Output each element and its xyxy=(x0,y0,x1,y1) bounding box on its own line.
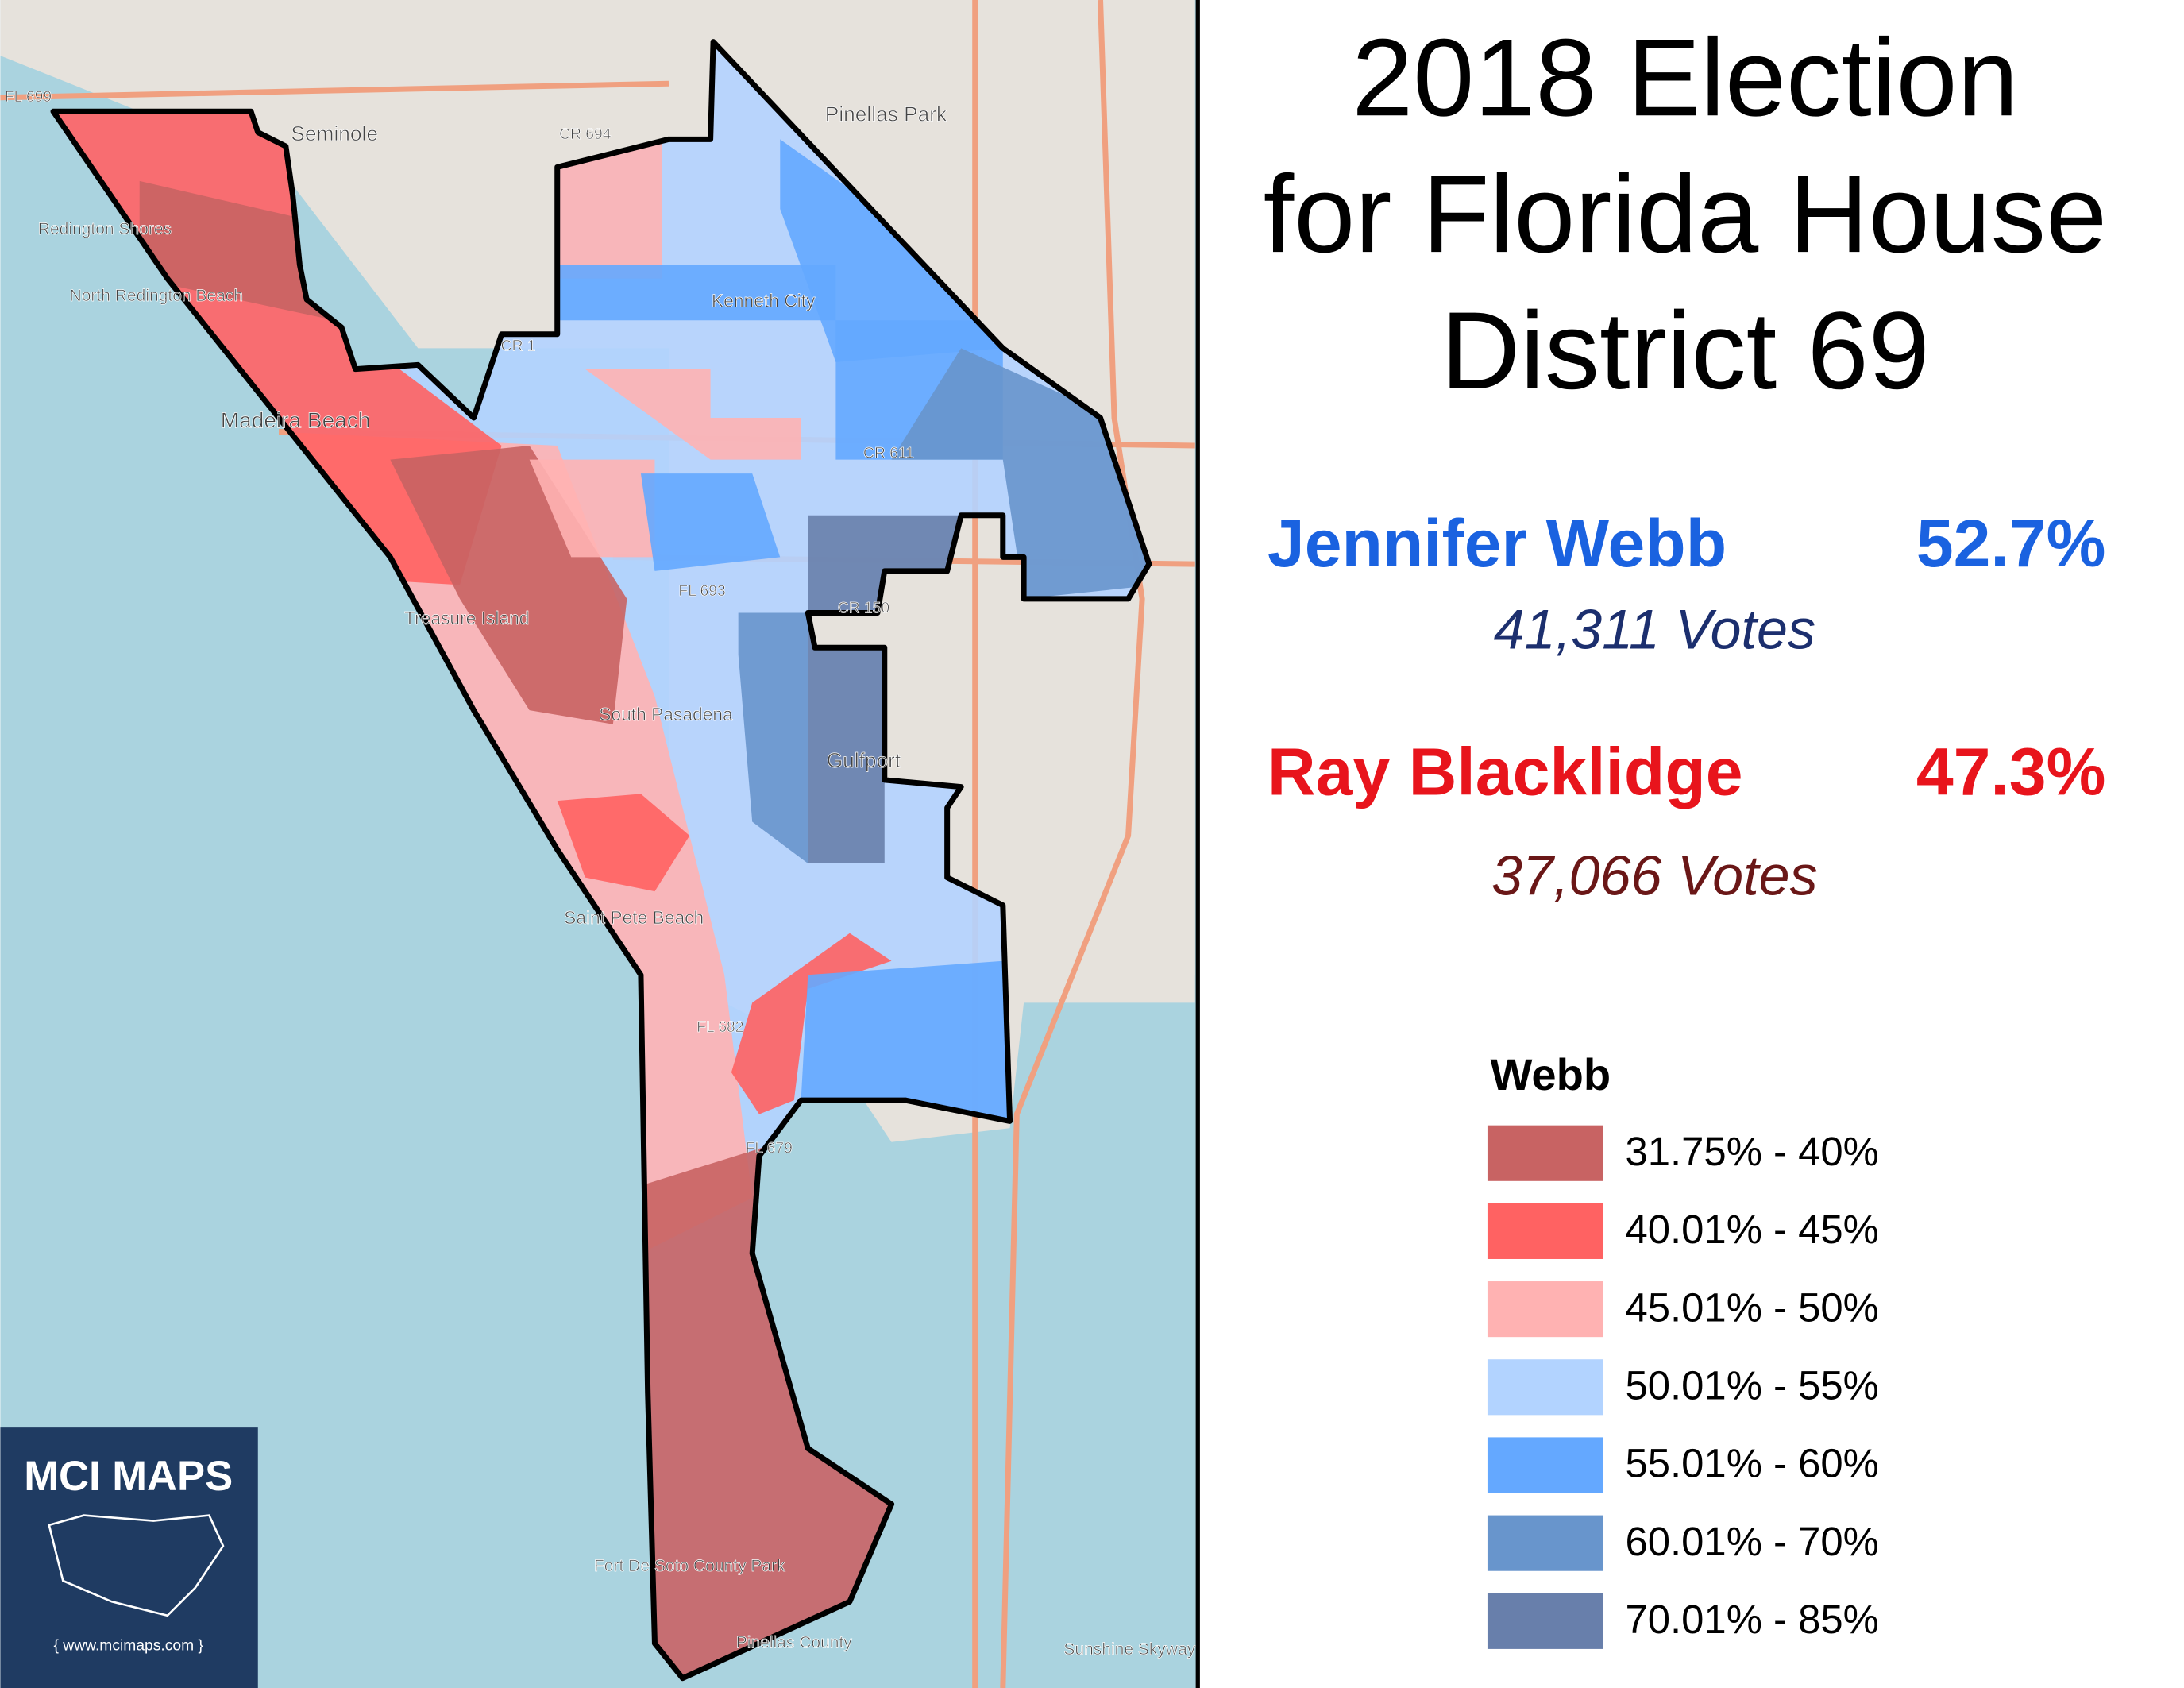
logo-name: MCI MAPS xyxy=(24,1453,233,1500)
map-label: Treasure Island xyxy=(404,608,529,628)
title-line: 2018 Election xyxy=(1352,17,2018,139)
candidate-percent: 47.3% xyxy=(1916,735,2106,809)
map-label: Seminole xyxy=(291,122,378,145)
precinct-area xyxy=(557,794,690,892)
map-label: Pinellas Park xyxy=(825,102,947,126)
legend-swatch xyxy=(1487,1437,1603,1493)
map-label: CR 150 xyxy=(838,600,889,616)
map-label: South Pasadena xyxy=(599,704,733,724)
info-panel xyxy=(1198,0,2184,1688)
district-outline xyxy=(50,39,1152,1682)
candidate-name: Ray Blacklidge xyxy=(1268,735,1743,809)
candidate-votes: 41,311 Votes xyxy=(1494,598,1815,660)
map-label: Kenneth City xyxy=(712,290,816,311)
map-label: CR 694 xyxy=(559,126,612,143)
precinct-area xyxy=(557,265,836,321)
map-label: Fort De Soto County Park xyxy=(594,1557,785,1575)
precinct-area xyxy=(557,139,662,279)
precinct-area xyxy=(585,369,801,460)
legend-label: 50.01% - 55% xyxy=(1626,1362,1879,1408)
results: Jennifer Webb 52.7% 41,311 Votes Ray Blackl… xyxy=(1268,506,2105,907)
legend-swatch xyxy=(1487,1203,1603,1259)
precinct-area xyxy=(640,473,781,571)
map-label: Pinellas County xyxy=(736,1633,853,1651)
legend-label: 70.01% - 85% xyxy=(1626,1597,1879,1642)
precinct-area xyxy=(529,459,655,558)
map-label: CR 611 xyxy=(863,446,914,462)
title-line: for Florida House xyxy=(1264,153,2107,276)
map-label: FL 682 xyxy=(696,1019,743,1036)
candidate-percent: 52.7% xyxy=(1916,506,2106,581)
legend: 31.75% - 40% 40.01% - 45% 45.01% - 50% 50.0… xyxy=(1487,1125,1879,1649)
legend-swatch xyxy=(1487,1515,1603,1571)
precinct-area xyxy=(801,960,1010,1122)
map-label: North Redington Beach xyxy=(70,287,243,305)
legend-swatch xyxy=(1487,1125,1603,1181)
map-label: Gulfport xyxy=(827,748,901,772)
legend-title: Webb xyxy=(1490,1049,1611,1099)
precinct-area xyxy=(139,180,335,321)
candidate-votes: 37,066 Votes xyxy=(1491,845,1818,907)
logo-url: { www.mcimaps.com } xyxy=(53,1637,203,1654)
legend-swatch xyxy=(1487,1281,1603,1338)
map-label: FL 679 xyxy=(746,1141,793,1157)
logo-us-map xyxy=(48,1514,225,1617)
land-islands xyxy=(1058,779,1195,975)
map-label: Madeira Beach xyxy=(221,408,371,433)
legend-label: 45.01% - 50% xyxy=(1626,1284,1879,1330)
candidate-name: Jennifer Webb xyxy=(1268,506,1727,581)
map-label: Redington Shores xyxy=(38,220,172,238)
map-label: FL 693 xyxy=(678,583,725,600)
legend-label: 31.75% - 40% xyxy=(1626,1129,1879,1174)
precinct-area xyxy=(780,139,1003,362)
precinct-area xyxy=(731,933,892,1114)
legend-label: 60.01% - 70% xyxy=(1626,1519,1879,1564)
legend-swatch xyxy=(1487,1359,1603,1416)
map-label: Saint Pete Beach xyxy=(564,907,704,928)
legend-swatch xyxy=(1487,1593,1603,1649)
legend-label: 40.01% - 45% xyxy=(1626,1207,1879,1252)
precinct-area xyxy=(738,612,808,864)
map-label: CR 1 xyxy=(501,338,536,355)
map-label: FL 699 xyxy=(5,89,52,106)
title-line: District 69 xyxy=(1441,290,1930,412)
legend-label: 55.01% - 60% xyxy=(1626,1441,1879,1486)
